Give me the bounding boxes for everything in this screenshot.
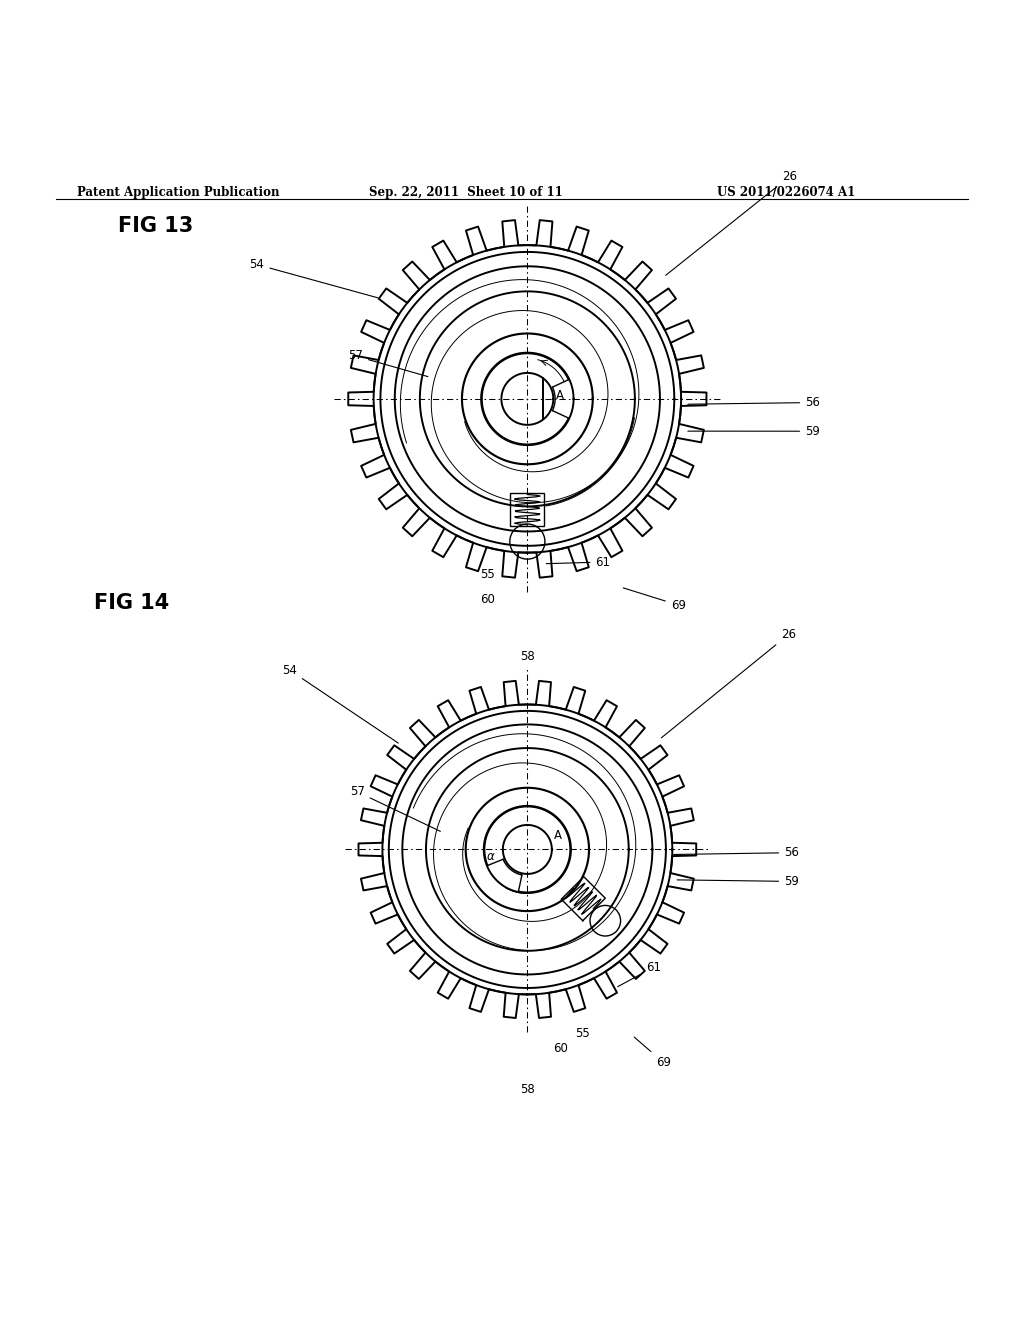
Text: 59: 59 [688,425,820,438]
Text: 54: 54 [283,664,398,743]
Text: 60: 60 [553,1043,567,1055]
Text: A: A [556,389,563,401]
Text: FIG 13: FIG 13 [118,215,193,235]
Text: 58: 58 [520,1082,535,1096]
Text: 69: 69 [624,587,686,611]
Text: Sep. 22, 2011  Sheet 10 of 11: Sep. 22, 2011 Sheet 10 of 11 [369,186,562,199]
Text: 26: 26 [662,628,796,738]
Text: 26: 26 [666,170,797,276]
Text: 59: 59 [677,875,799,888]
Text: 61: 61 [546,556,610,569]
Text: 55: 55 [574,1027,590,1040]
Bar [511,494,544,525]
Text: 58: 58 [520,649,535,663]
Text: Patent Application Publication: Patent Application Publication [77,186,280,199]
Text: 60: 60 [480,593,496,606]
Text: 57: 57 [350,785,440,832]
Text: 57: 57 [348,350,428,376]
Text: A: A [554,829,562,842]
Text: α: α [486,850,494,863]
Text: 56: 56 [674,846,799,859]
Text: FIG 14: FIG 14 [94,594,169,614]
Text: 69: 69 [634,1038,671,1069]
Text: 61: 61 [617,961,660,986]
Text: 55: 55 [480,568,496,581]
Text: 54: 54 [250,259,378,298]
Text: 56: 56 [688,396,820,409]
Text: US 2011/0226074 A1: US 2011/0226074 A1 [717,186,855,199]
